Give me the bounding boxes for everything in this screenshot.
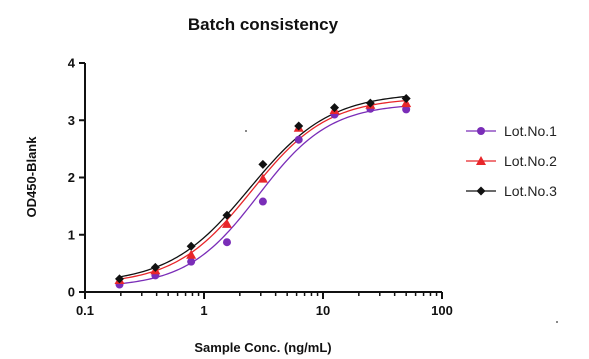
marker-triangle (186, 249, 197, 259)
fit-curve (119, 105, 407, 285)
marker-circle (187, 257, 196, 266)
marker-circle (402, 105, 411, 114)
data-points (114, 93, 412, 289)
x-tick-label: 1 (200, 303, 207, 318)
marker-triangle (257, 173, 268, 183)
fit-curve (119, 95, 407, 278)
y-axis-label: OD450-Blank (24, 136, 39, 218)
legend: Lot.No.1 Lot.No.2 Lot.No.3 (466, 123, 557, 199)
marker-diamond (401, 93, 411, 103)
marker-diamond (365, 98, 375, 108)
x-tick-label: 10 (316, 303, 330, 318)
marker-diamond (222, 210, 232, 220)
marker-circle (222, 238, 231, 247)
y-tick-label: 2 (68, 170, 75, 185)
marker-triangle (476, 156, 486, 165)
marker-triangle (221, 218, 232, 228)
x-axis-label: Sample Conc. (ng/mL) (194, 340, 331, 355)
marker-circle (477, 127, 485, 135)
x-tick-label: 100 (431, 303, 453, 318)
marker-circle (258, 197, 267, 206)
marker-diamond (476, 186, 486, 196)
legend-item: Lot.No.3 (466, 183, 557, 199)
stray-dot (245, 130, 247, 132)
y-tick-label: 4 (68, 56, 76, 71)
marker-diamond (258, 159, 268, 169)
marker-diamond (115, 274, 125, 284)
marker-circle (294, 135, 303, 144)
y-tick-label: 1 (68, 227, 75, 242)
x-tick-label: 0.1 (76, 303, 94, 318)
marker-diamond (330, 103, 340, 113)
marker-diamond (294, 121, 304, 131)
stray-dot (556, 321, 558, 323)
y-tick-label: 3 (68, 113, 75, 128)
legend-label: Lot.No.3 (504, 183, 557, 199)
marker-diamond (150, 262, 160, 272)
marker-diamond (186, 241, 196, 251)
legend-label: Lot.No.1 (504, 123, 557, 139)
legend-item: Lot.No.2 (466, 153, 557, 169)
chart-title: Batch consistency (188, 15, 339, 34)
y-tick-label: 0 (68, 285, 75, 300)
axes: 0 1 2 3 4 0.1 1 10 100 (68, 56, 453, 319)
fit-curves (119, 95, 407, 285)
legend-label: Lot.No.2 (504, 153, 557, 169)
legend-item: Lot.No.1 (466, 123, 557, 139)
